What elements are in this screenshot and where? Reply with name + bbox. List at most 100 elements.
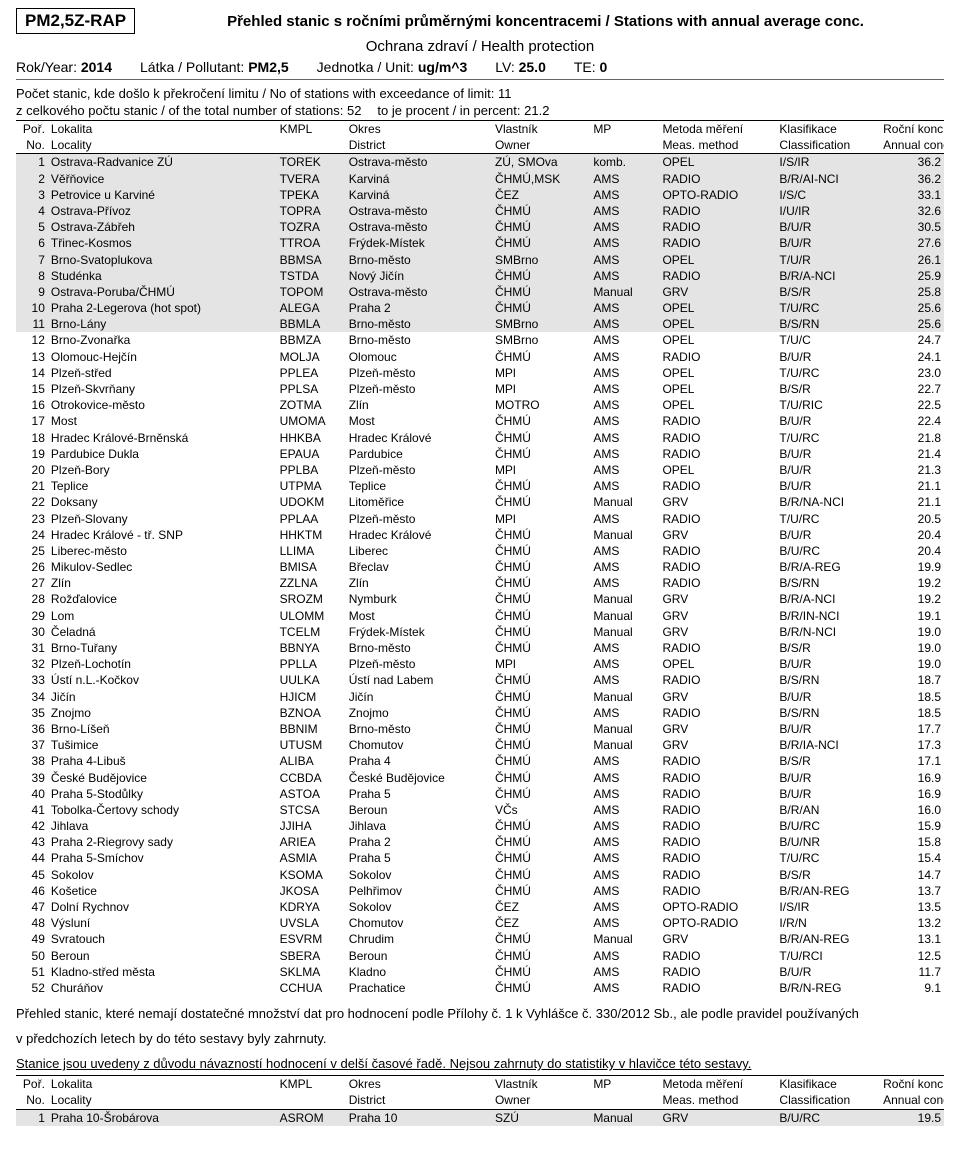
cell: Třinec-Kosmos xyxy=(48,235,277,251)
cell: 13.5 xyxy=(880,899,944,915)
cell: TCELM xyxy=(277,624,346,640)
cell: Brno-město xyxy=(346,721,492,737)
table-row: 27ZlínZZLNAZlínČHMÚAMSRADIOB/S/RN19.2 xyxy=(16,575,944,591)
cell: B/S/R xyxy=(776,753,880,769)
table-row: 9Ostrava-Poruba/ČHMÚTOPOMOstrava-městoČH… xyxy=(16,284,944,300)
cell: 15.8 xyxy=(880,834,944,850)
cell: 17 xyxy=(16,413,48,429)
cell: 46 xyxy=(16,883,48,899)
col-header-en: Locality xyxy=(48,1092,277,1109)
te-value: 0 xyxy=(600,59,608,75)
cell: B/R/NA-NCI xyxy=(776,494,880,510)
cell: 31 xyxy=(16,640,48,656)
table-row: 24Hradec Králové - tř. SNPHHKTMHradec Kr… xyxy=(16,527,944,543)
cell: TSTDA xyxy=(277,268,346,284)
col-header-en: Classification xyxy=(776,137,880,154)
cell: 19.2 xyxy=(880,591,944,607)
cell: B/U/R xyxy=(776,964,880,980)
cell: Praha 4 xyxy=(346,753,492,769)
col-header-en: Annual conc. xyxy=(880,1092,944,1109)
cell: ČHMÚ xyxy=(492,268,590,284)
cell: Plzeň-město xyxy=(346,365,492,381)
cell: AMS xyxy=(590,850,659,866)
cell: Praha 10 xyxy=(346,1109,492,1126)
cell: ČHMÚ xyxy=(492,753,590,769)
cell: B/U/R xyxy=(776,446,880,462)
cell: AMS xyxy=(590,187,659,203)
cell: 15 xyxy=(16,381,48,397)
col-header-en xyxy=(590,137,659,154)
cell: Plzeň-Slovany xyxy=(48,511,277,527)
pollutant-label: Látka / Pollutant: xyxy=(140,59,244,75)
cell: MPl xyxy=(492,381,590,397)
col-header-en: District xyxy=(346,137,492,154)
total-stations: z celkového počtu stanic / of the total … xyxy=(16,103,361,118)
cell: 14 xyxy=(16,365,48,381)
cell: RADIO xyxy=(659,672,776,688)
cell: Svratouch xyxy=(48,931,277,947)
cell: PPLSA xyxy=(277,381,346,397)
cell: RADIO xyxy=(659,171,776,187)
cell: 21.1 xyxy=(880,478,944,494)
cell: ČHMÚ xyxy=(492,284,590,300)
cell: OPTO-RADIO xyxy=(659,899,776,915)
cell: Brno-město xyxy=(346,316,492,332)
cell: JKOSA xyxy=(277,883,346,899)
cell: ČEZ xyxy=(492,187,590,203)
cell: AMS xyxy=(590,915,659,931)
cell: HHKBA xyxy=(277,430,346,446)
stations-table: Poř.LokalitaKMPLOkresVlastníkMPMetoda mě… xyxy=(16,120,944,996)
cell: B/R/N-REG xyxy=(776,980,880,996)
cell: ČHMÚ xyxy=(492,591,590,607)
cell: OPEL xyxy=(659,332,776,348)
cell: 52 xyxy=(16,980,48,996)
report-subtitle: Ochrana zdraví / Health protection xyxy=(16,38,944,55)
cell: 41 xyxy=(16,802,48,818)
cell: B/R/IN-NCI xyxy=(776,608,880,624)
cell: AMS xyxy=(590,300,659,316)
cell: Studénka xyxy=(48,268,277,284)
cell: MPl xyxy=(492,462,590,478)
cell: ČHMÚ xyxy=(492,575,590,591)
cell: 22 xyxy=(16,494,48,510)
cell: 24 xyxy=(16,527,48,543)
cell: I/S/IR xyxy=(776,154,880,171)
cell: T/U/RIC xyxy=(776,397,880,413)
cell: 19.5 xyxy=(880,1109,944,1126)
cell: Manual xyxy=(590,591,659,607)
cell: ČHMÚ xyxy=(492,640,590,656)
cell: ČHMÚ xyxy=(492,527,590,543)
cell: Praha 2-Riegrovy sady xyxy=(48,834,277,850)
cell: Nový Jičín xyxy=(346,268,492,284)
cell: 25.6 xyxy=(880,300,944,316)
cell: OPEL xyxy=(659,365,776,381)
cell: 19.2 xyxy=(880,575,944,591)
cell: BZNOA xyxy=(277,705,346,721)
cell: OPTO-RADIO xyxy=(659,187,776,203)
cell: AMS xyxy=(590,786,659,802)
cell: Kladno-střed města xyxy=(48,964,277,980)
cell: AMS xyxy=(590,478,659,494)
table-row: 7Brno-SvatoplukovaBBMSABrno-městoSMBrnoA… xyxy=(16,252,944,268)
cell: B/U/R xyxy=(776,235,880,251)
cell: GRV xyxy=(659,721,776,737)
table-row: 50BerounSBERABerounČHMÚAMSRADIOT/U/RCI12… xyxy=(16,948,944,964)
cell: Košetice xyxy=(48,883,277,899)
table-row: 26Mikulov-SedlecBMISABřeclavČHMÚAMSRADIO… xyxy=(16,559,944,575)
col-header-cz: Metoda měření xyxy=(659,1076,776,1093)
cell: 17.1 xyxy=(880,753,944,769)
cell: 25.6 xyxy=(880,316,944,332)
cell: 48 xyxy=(16,915,48,931)
cell: RADIO xyxy=(659,770,776,786)
footnote-3: Stanice jsou uvedeny z důvodu návazností… xyxy=(16,1056,944,1071)
total-info: z celkového počtu stanic / of the total … xyxy=(16,103,944,118)
cell: GRV xyxy=(659,624,776,640)
cell: Pardubice xyxy=(346,446,492,462)
cell: B/S/RN xyxy=(776,705,880,721)
table-row: 42JihlavaJJIHAJihlavaČHMÚAMSRADIOB/U/RC1… xyxy=(16,818,944,834)
cell: 39 xyxy=(16,770,48,786)
cell: 21.1 xyxy=(880,494,944,510)
cell: ASTOA xyxy=(277,786,346,802)
cell: Petrovice u Karviné xyxy=(48,187,277,203)
cell: Manual xyxy=(590,494,659,510)
